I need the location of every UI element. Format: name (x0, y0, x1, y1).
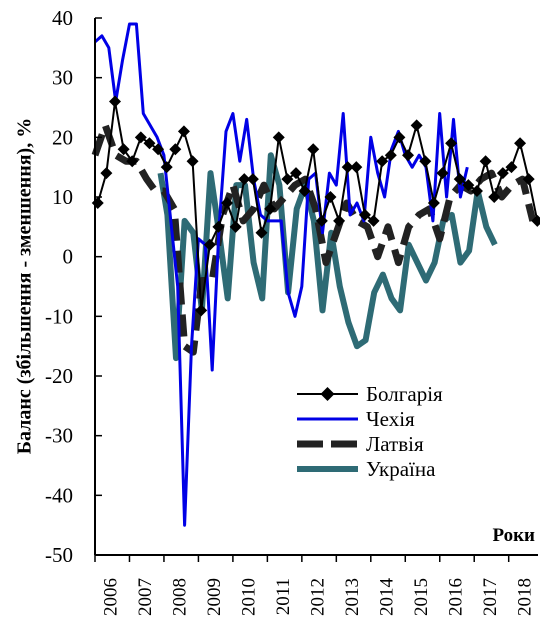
series-0-point-49 (514, 137, 527, 150)
series-0-point-36 (402, 149, 415, 162)
series-0-point-39 (427, 196, 440, 209)
series-0-point-21 (272, 131, 285, 144)
series-0-point-38 (419, 155, 432, 168)
legend-marker-0 (320, 387, 335, 401)
series-0-point-40 (436, 167, 449, 180)
y-tick-label-9: -50 (45, 543, 73, 567)
series-0-point-2 (108, 95, 121, 108)
series-0-line (96, 100, 539, 312)
x-tick-label-4: 2010 (238, 578, 259, 616)
series-0-point-27 (324, 191, 337, 203)
legend-label-3: Україна (366, 457, 436, 481)
series-0-point-25 (307, 143, 320, 156)
series-0-point-51 (531, 214, 540, 227)
series-0-point-28 (333, 214, 346, 227)
series-0-point-10 (177, 125, 190, 138)
y-axis-title: Баланс (збільшення - зменшення), % (14, 118, 36, 454)
y-tick-label-4: 0 (63, 245, 74, 269)
series-0-point-9 (169, 143, 182, 156)
x-tick-label-0: 2006 (101, 578, 122, 616)
series-0-point-26 (315, 214, 328, 227)
series-0-point-17 (238, 173, 251, 186)
series-0-point-41 (445, 137, 458, 150)
series-0-point-14 (212, 220, 225, 233)
series-0-point-32 (367, 214, 380, 227)
series-0-point-19 (255, 226, 268, 239)
series-0-point-47 (496, 167, 509, 180)
series-0-point-42 (453, 173, 466, 186)
y-tick-label-1: 30 (52, 66, 73, 90)
x-tick-label-2: 2008 (170, 578, 191, 616)
series-0-point-20 (264, 202, 277, 215)
series-0-point-22 (281, 173, 294, 186)
series-0-point-3 (117, 143, 130, 156)
series-0-point-45 (479, 155, 492, 168)
legend-label-1: Чехія (366, 407, 415, 431)
y-tick-label-2: 20 (52, 125, 73, 149)
series-0-point-31 (358, 208, 371, 221)
series-0-point-7 (152, 143, 165, 156)
series-0-point-5 (134, 131, 147, 144)
y-tick-label-7: -30 (45, 424, 73, 448)
x-tick-label-6: 2012 (307, 578, 328, 616)
x-tick-label-12: 2018 (514, 578, 535, 616)
x-axis-title: Роки (492, 525, 535, 546)
series-0-point-6 (143, 137, 156, 150)
series-0-point-1 (100, 167, 113, 180)
series-0-point-4 (126, 155, 139, 168)
series-0-point-44 (470, 185, 483, 198)
series-0-point-35 (393, 131, 406, 144)
series-0-point-0 (91, 196, 104, 209)
series-0-point-18 (246, 173, 259, 186)
y-tick-label-6: -20 (45, 364, 73, 388)
series-0-point-30 (350, 161, 363, 174)
series-0-point-16 (229, 220, 242, 233)
series-0-point-12 (195, 304, 208, 317)
y-tick-label-8: -40 (45, 483, 73, 507)
series-0-point-34 (384, 149, 397, 162)
x-tick-label-11: 2017 (480, 578, 501, 616)
series-0-point-50 (522, 173, 535, 186)
series-0-point-37 (410, 119, 423, 132)
series-0-point-29 (341, 161, 354, 174)
x-tick-label-8: 2014 (376, 578, 397, 617)
series-0-point-23 (289, 167, 302, 180)
legend-label-0: Болгарія (366, 382, 443, 406)
y-tick-label-5: -10 (45, 304, 73, 328)
x-tick-label-5: 2011 (273, 578, 294, 615)
series-0-point-24 (298, 185, 311, 198)
series-0-point-43 (462, 179, 475, 192)
series-0-point-13 (203, 238, 216, 251)
series-0-point-15 (221, 196, 234, 209)
series-0-point-11 (186, 155, 199, 168)
x-tick-label-3: 2009 (204, 578, 225, 616)
x-tick-label-7: 2013 (342, 578, 363, 616)
y-tick-label-3: 10 (52, 185, 73, 209)
series-0-point-46 (488, 191, 501, 203)
x-tick-label-10: 2016 (445, 578, 466, 616)
x-tick-label-9: 2015 (411, 578, 432, 616)
series-0-point-33 (376, 155, 389, 168)
x-tick-label-1: 2007 (135, 578, 156, 616)
y-tick-label-0: 40 (52, 6, 73, 30)
plot-area (91, 22, 540, 527)
series-0-point-8 (160, 161, 173, 174)
series-0-point-48 (505, 161, 518, 174)
legend-label-2: Латвія (366, 432, 424, 456)
